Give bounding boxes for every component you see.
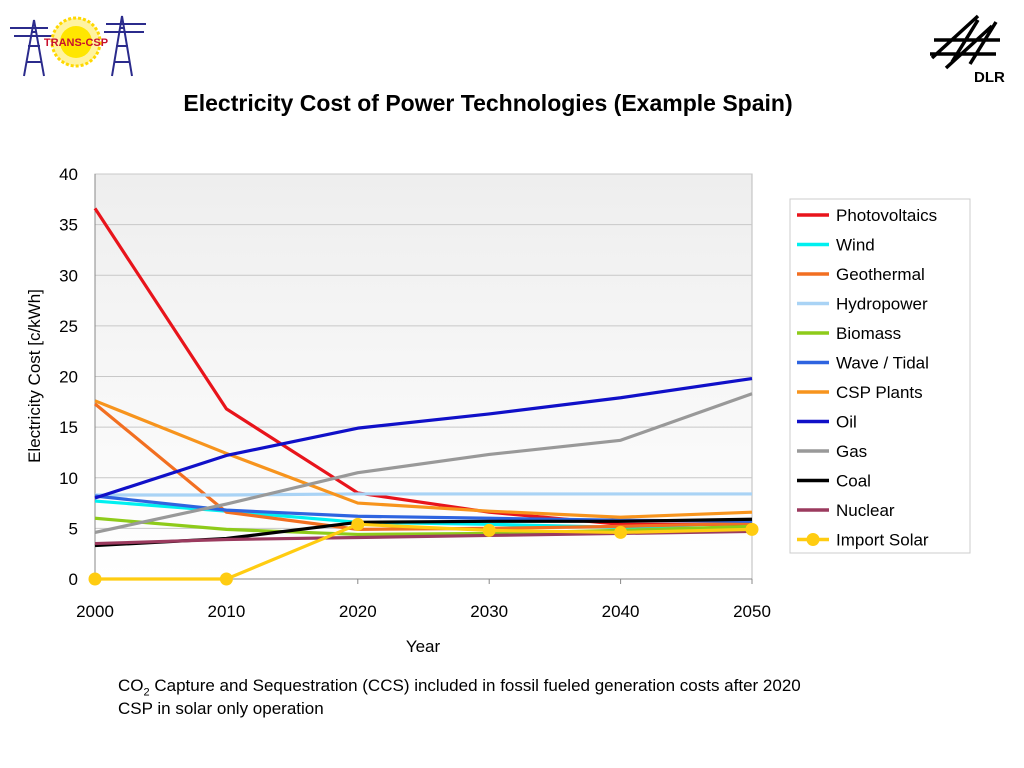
legend-label: Gas [836, 442, 867, 461]
x-tick-label: 2040 [602, 602, 640, 621]
grid-lines [94, 173, 753, 584]
y-tick-label: 20 [59, 368, 78, 387]
data-point-marker [351, 517, 365, 531]
data-point-marker [745, 522, 759, 536]
y-axis-tick-labels: 0 5 10 15 20 25 30 35 40 [59, 165, 78, 589]
chart-title: Electricity Cost of Power Technologies (… [183, 90, 793, 116]
x-axis-tick-labels: 2000 2010 2020 2030 2040 2050 [76, 602, 771, 621]
x-tick-label: 2020 [339, 602, 377, 621]
legend-label: Hydropower [836, 295, 928, 314]
legend-label: CSP Plants [836, 383, 923, 402]
y-tick-label: 15 [59, 418, 78, 437]
legend-label: Oil [836, 413, 857, 432]
series-line-oil [94, 376, 753, 500]
legend-label: Biomass [836, 324, 901, 343]
x-tick-label: 2050 [733, 602, 771, 621]
legend-label: Photovoltaics [836, 206, 937, 225]
y-tick-label: 25 [59, 317, 78, 336]
y-tick-label: 0 [69, 570, 78, 589]
series-line-biomass [94, 516, 753, 537]
series-lines [88, 207, 759, 586]
footnote-ccs: CO2 Capture and Sequestration (CCS) incl… [118, 676, 801, 698]
legend: Photovoltaics Wind Geothermal Hydropower Bio… [797, 206, 937, 550]
legend-label: Geothermal [836, 265, 925, 284]
y-tick-label: 30 [59, 266, 78, 285]
trans-csp-logo: TRANS-CSP [10, 15, 146, 77]
data-point-marker [482, 523, 496, 537]
line-chart: 0 5 10 15 20 25 30 35 40 2000 2010 2020 2030 2040 205… [25, 165, 971, 656]
y-tick-label: 35 [59, 216, 78, 235]
x-tick-label: 2000 [76, 602, 114, 621]
series-line-gas [94, 392, 753, 534]
series-line-import-solar [95, 522, 753, 581]
footnote-ccs-subscript: 2 [143, 686, 150, 699]
legend-label: Nuclear [836, 501, 895, 520]
dlr-logo: DLR [930, 14, 1005, 86]
data-point-marker [219, 572, 233, 586]
y-tick-label: 40 [59, 165, 78, 184]
y-tick-label: 5 [69, 519, 78, 538]
legend-label: Wind [836, 236, 875, 255]
x-axis-label: Year [406, 637, 441, 656]
dlr-logo-text: DLR [974, 69, 1005, 86]
legend-label: Import Solar [836, 531, 929, 550]
legend-marker [806, 533, 820, 546]
x-tick-label: 2010 [207, 602, 245, 621]
legend-label: Coal [836, 472, 871, 491]
footnote-csp: CSP in solar only operation [118, 699, 324, 718]
data-point-marker [614, 525, 628, 539]
data-point-marker [88, 572, 102, 586]
y-tick-label: 10 [59, 469, 78, 488]
footnote-ccs-prefix: CO [118, 676, 144, 695]
legend-box [789, 198, 971, 554]
series-line-hydropower [95, 492, 752, 497]
series-line-csp-plants [94, 399, 753, 519]
footnote-ccs-text: Capture and Sequestration (CCS) included… [149, 676, 801, 695]
legend-label: Wave / Tidal [836, 354, 929, 373]
x-tick-label: 2030 [470, 602, 508, 621]
trans-csp-logo-text: TRANS-CSP [44, 37, 108, 49]
y-axis-label: Electricity Cost [c/kWh] [25, 289, 44, 463]
